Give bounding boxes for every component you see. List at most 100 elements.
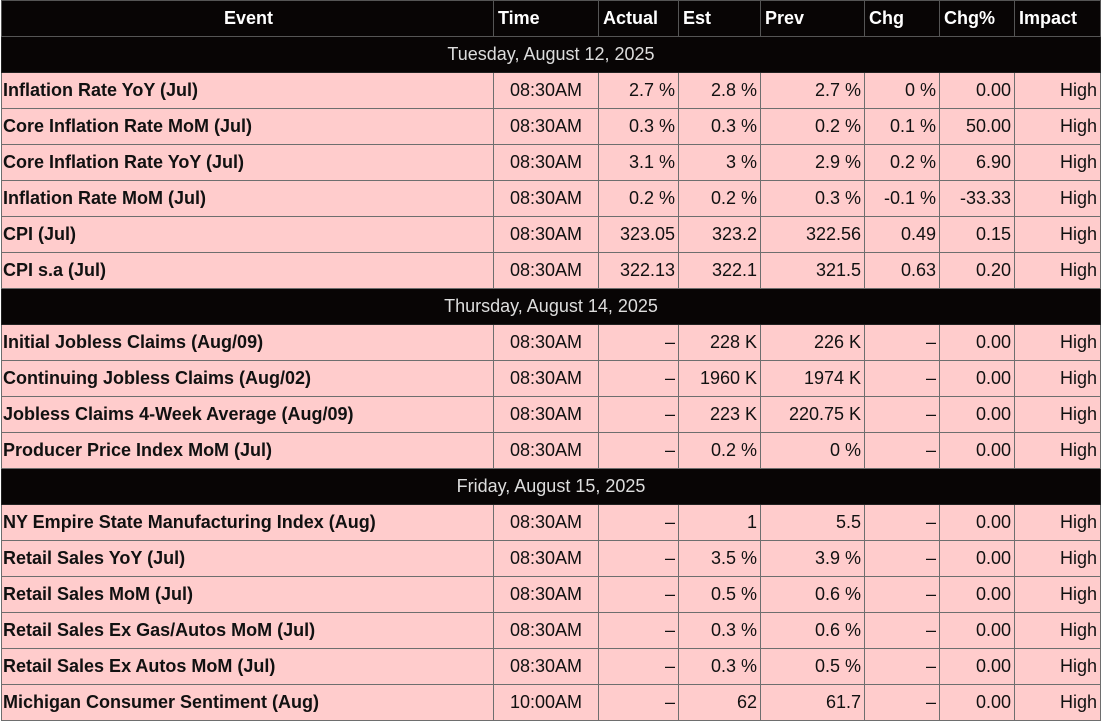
column-header-chg-pct[interactable]: Chg% bbox=[939, 0, 1015, 37]
prev-cell: 0 % bbox=[760, 432, 865, 469]
impact-cell: High bbox=[1014, 108, 1101, 145]
chg-pct-cell: 0.00 bbox=[939, 612, 1015, 649]
actual-cell: 323.05 bbox=[598, 216, 679, 253]
table-row[interactable]: Inflation Rate YoY (Jul) 08:30AM 2.7 % 2.8 … bbox=[1, 72, 1101, 109]
table-row[interactable]: Producer Price Index MoM (Jul) 08:30AM –0.… bbox=[1, 432, 1101, 469]
chg-pct-cell: 0.20 bbox=[939, 252, 1015, 289]
column-header-event[interactable]: Event bbox=[1, 0, 494, 37]
impact-cell: High bbox=[1014, 684, 1101, 721]
actual-cell: – bbox=[598, 648, 679, 685]
chg-cell: 0.1 % bbox=[864, 108, 940, 145]
prev-cell: 322.56 bbox=[760, 216, 865, 253]
actual-cell: – bbox=[598, 540, 679, 577]
est-cell: 0.5 % bbox=[678, 576, 761, 613]
time-cell: 08:30AM bbox=[493, 180, 599, 217]
chg-cell: – bbox=[864, 648, 940, 685]
date-label: Thursday, August 14, 2025 bbox=[1, 288, 1101, 325]
event-cell: Initial Jobless Claims (Aug/09) bbox=[1, 324, 494, 361]
table-row[interactable]: NY Empire State Manufacturing Index (Aug… bbox=[1, 504, 1101, 541]
date-group-row: Thursday, August 14, 2025 bbox=[1, 288, 1101, 325]
actual-cell: 3.1 % bbox=[598, 144, 679, 181]
chg-cell: – bbox=[864, 684, 940, 721]
table-row[interactable]: Inflation Rate MoM (Jul) 08:30AM 0.2 % 0.2 … bbox=[1, 180, 1101, 217]
time-cell: 08:30AM bbox=[493, 252, 599, 289]
prev-cell: 2.7 % bbox=[760, 72, 865, 109]
table-row[interactable]: CPI s.a (Jul) 08:30AM 322.13 322.1 321.5 0.63… bbox=[1, 252, 1101, 289]
prev-cell: 0.5 % bbox=[760, 648, 865, 685]
time-cell: 08:30AM bbox=[493, 612, 599, 649]
header-row: Event Time Actual Est Prev Chg Chg% Impa… bbox=[1, 0, 1101, 37]
table-row[interactable]: CPI (Jul) 08:30AM 323.05 323.2 322.56 0.49 0.1… bbox=[1, 216, 1101, 253]
table-row[interactable]: Initial Jobless Claims (Aug/09) 08:30AM –2… bbox=[1, 324, 1101, 361]
event-cell: Inflation Rate YoY (Jul) bbox=[1, 72, 494, 109]
table-row[interactable]: Continuing Jobless Claims (Aug/02) 08:30A… bbox=[1, 360, 1101, 397]
table-row[interactable]: Core Inflation Rate MoM (Jul) 08:30AM 0.3 … bbox=[1, 108, 1101, 145]
event-cell: Core Inflation Rate YoY (Jul) bbox=[1, 144, 494, 181]
chg-pct-cell: 0.00 bbox=[939, 504, 1015, 541]
column-header-time[interactable]: Time bbox=[493, 0, 599, 37]
table-row[interactable]: Retail Sales MoM (Jul) 08:30AM –0.5 % 0.6 %… bbox=[1, 576, 1101, 613]
time-cell: 08:30AM bbox=[493, 648, 599, 685]
prev-cell: 3.9 % bbox=[760, 540, 865, 577]
chg-cell: 0.2 % bbox=[864, 144, 940, 181]
impact-cell: High bbox=[1014, 540, 1101, 577]
time-cell: 08:30AM bbox=[493, 432, 599, 469]
actual-cell: 0.3 % bbox=[598, 108, 679, 145]
time-cell: 08:30AM bbox=[493, 576, 599, 613]
column-header-est[interactable]: Est bbox=[678, 0, 761, 37]
time-cell: 08:30AM bbox=[493, 144, 599, 181]
actual-cell: – bbox=[598, 432, 679, 469]
time-cell: 08:30AM bbox=[493, 324, 599, 361]
actual-cell: 0.2 % bbox=[598, 180, 679, 217]
impact-cell: High bbox=[1014, 144, 1101, 181]
impact-cell: High bbox=[1014, 252, 1101, 289]
chg-cell: -0.1 % bbox=[864, 180, 940, 217]
date-group-row: Friday, August 15, 2025 bbox=[1, 468, 1101, 505]
actual-cell: – bbox=[598, 504, 679, 541]
chg-cell: – bbox=[864, 504, 940, 541]
event-cell: CPI s.a (Jul) bbox=[1, 252, 494, 289]
actual-cell: 2.7 % bbox=[598, 72, 679, 109]
est-cell: 0.3 % bbox=[678, 612, 761, 649]
prev-cell: 321.5 bbox=[760, 252, 865, 289]
event-cell: Retail Sales MoM (Jul) bbox=[1, 576, 494, 613]
impact-cell: High bbox=[1014, 648, 1101, 685]
prev-cell: 1974 K bbox=[760, 360, 865, 397]
table-row[interactable]: Core Inflation Rate YoY (Jul) 08:30AM 3.1 … bbox=[1, 144, 1101, 181]
table-row[interactable]: Retail Sales Ex Autos MoM (Jul) 08:30AM –0… bbox=[1, 648, 1101, 685]
est-cell: 1 bbox=[678, 504, 761, 541]
event-cell: Core Inflation Rate MoM (Jul) bbox=[1, 108, 494, 145]
actual-cell: – bbox=[598, 324, 679, 361]
time-cell: 08:30AM bbox=[493, 108, 599, 145]
est-cell: 0.2 % bbox=[678, 180, 761, 217]
column-header-prev[interactable]: Prev bbox=[760, 0, 865, 37]
est-cell: 228 K bbox=[678, 324, 761, 361]
column-header-actual[interactable]: Actual bbox=[598, 0, 679, 37]
chg-cell: 0.49 bbox=[864, 216, 940, 253]
actual-cell: – bbox=[598, 360, 679, 397]
chg-pct-cell: 0.00 bbox=[939, 648, 1015, 685]
prev-cell: 61.7 bbox=[760, 684, 865, 721]
column-header-impact[interactable]: Impact bbox=[1014, 0, 1101, 37]
actual-cell: – bbox=[598, 396, 679, 433]
column-header-chg[interactable]: Chg bbox=[864, 0, 940, 37]
chg-pct-cell: 0.15 bbox=[939, 216, 1015, 253]
table-row[interactable]: Retail Sales YoY (Jul) 08:30AM –3.5 % 3.9 %… bbox=[1, 540, 1101, 577]
table-body: Tuesday, August 12, 2025 Inflation Rate Y… bbox=[1, 36, 1101, 721]
table-row[interactable]: Retail Sales Ex Gas/Autos MoM (Jul) 08:30… bbox=[1, 612, 1101, 649]
chg-pct-cell: 0.00 bbox=[939, 324, 1015, 361]
chg-pct-cell: 0.00 bbox=[939, 72, 1015, 109]
prev-cell: 0.6 % bbox=[760, 612, 865, 649]
time-cell: 10:00AM bbox=[493, 684, 599, 721]
impact-cell: High bbox=[1014, 396, 1101, 433]
est-cell: 323.2 bbox=[678, 216, 761, 253]
event-cell: Jobless Claims 4-Week Average (Aug/09) bbox=[1, 396, 494, 433]
time-cell: 08:30AM bbox=[493, 396, 599, 433]
table-row[interactable]: Michigan Consumer Sentiment (Aug) 10:00AM… bbox=[1, 684, 1101, 721]
chg-cell: – bbox=[864, 360, 940, 397]
est-cell: 322.1 bbox=[678, 252, 761, 289]
table-row[interactable]: Jobless Claims 4-Week Average (Aug/09) 08… bbox=[1, 396, 1101, 433]
date-label: Tuesday, August 12, 2025 bbox=[1, 36, 1101, 73]
chg-pct-cell: -33.33 bbox=[939, 180, 1015, 217]
event-cell: Michigan Consumer Sentiment (Aug) bbox=[1, 684, 494, 721]
